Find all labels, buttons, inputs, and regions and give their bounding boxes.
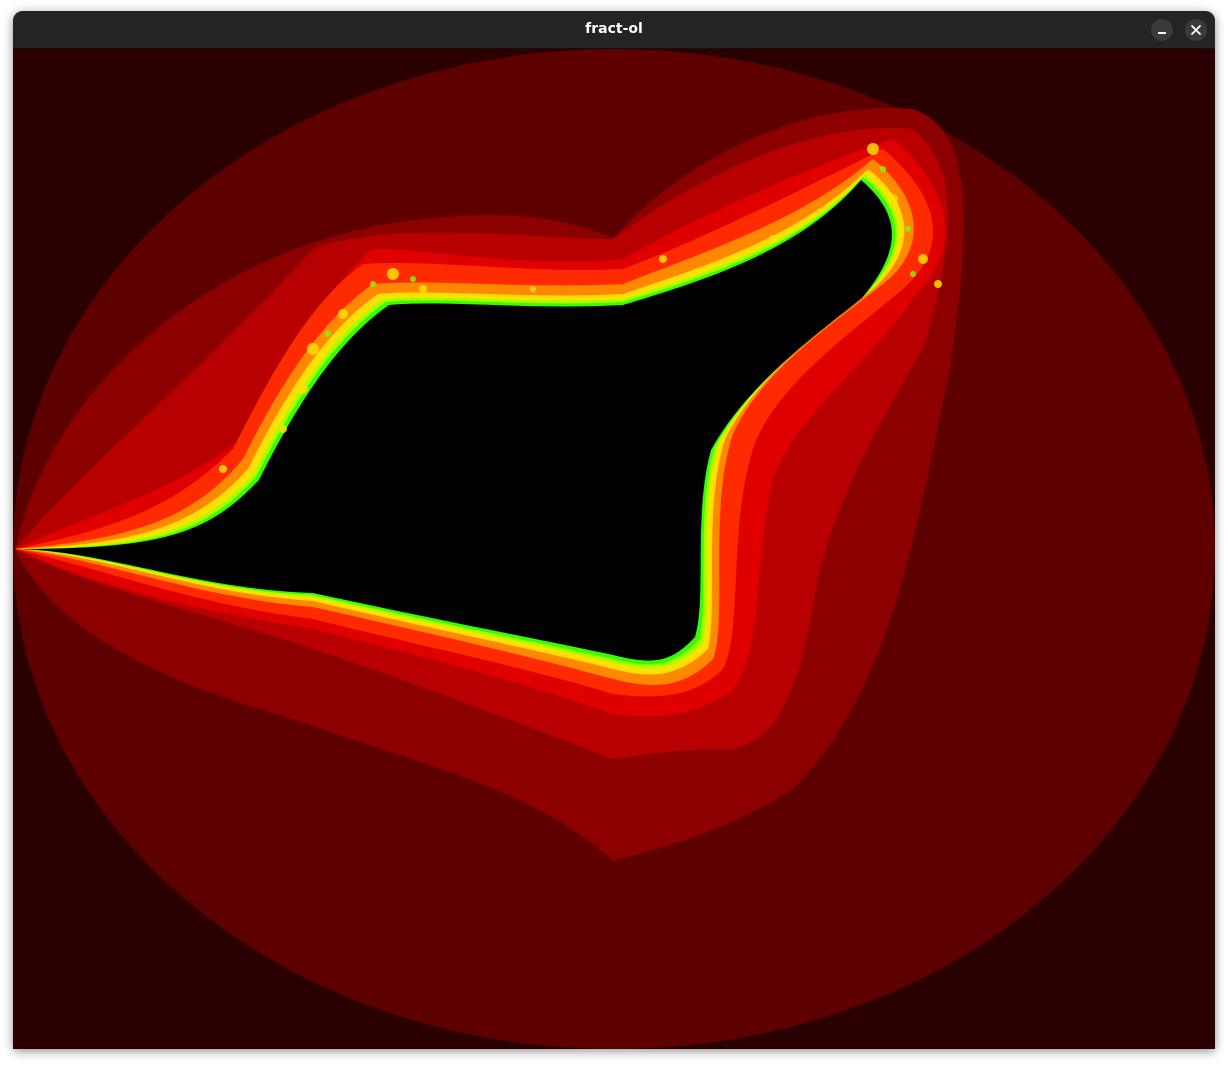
minimize-button[interactable] (1151, 19, 1173, 41)
fractal-canvas[interactable] (13, 49, 1215, 1049)
fractal-edge-detail-green (325, 166, 916, 337)
close-button[interactable] (1185, 19, 1207, 41)
window-title: fract-ol (585, 21, 643, 37)
fractal-render (13, 49, 1215, 1049)
close-icon (1191, 25, 1201, 35)
title-bar[interactable]: fract-ol (13, 11, 1215, 49)
fractal-edge-detail (219, 143, 942, 473)
fractal-set (15, 180, 892, 661)
minimize-icon (1158, 32, 1166, 34)
app-window: fract-ol (13, 11, 1215, 1049)
